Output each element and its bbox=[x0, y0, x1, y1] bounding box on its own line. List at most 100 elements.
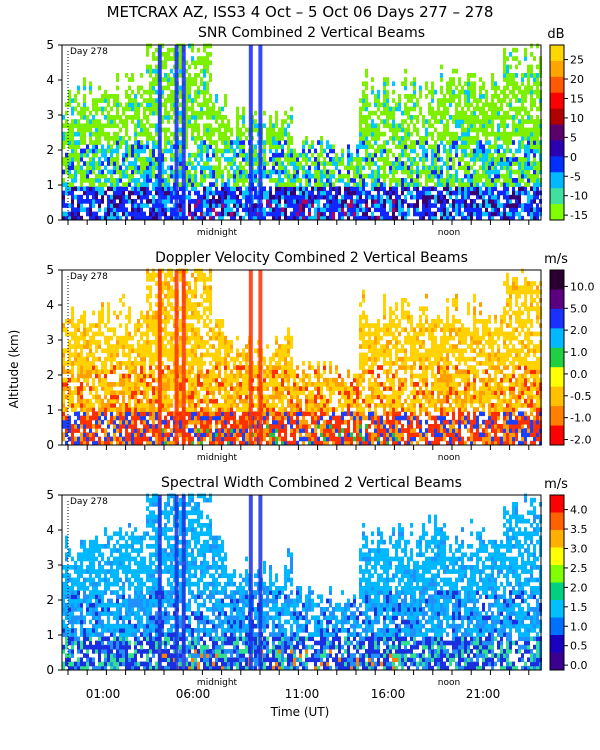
heatmap-cell bbox=[197, 382, 200, 387]
heatmap-cell bbox=[347, 144, 350, 150]
heatmap-cell bbox=[206, 207, 209, 213]
heatmap-cell bbox=[107, 144, 110, 150]
heatmap-cell bbox=[65, 119, 68, 124]
heatmap-cell bbox=[305, 161, 308, 166]
heatmap-cell bbox=[167, 136, 170, 141]
heatmap-cell bbox=[365, 136, 368, 141]
heatmap-cell bbox=[374, 102, 377, 108]
heatmap-cell bbox=[500, 119, 503, 124]
heatmap-cell bbox=[92, 352, 95, 358]
heatmap-cell bbox=[230, 148, 233, 154]
heatmap-cell bbox=[149, 407, 152, 412]
heatmap-cell bbox=[221, 123, 224, 129]
heatmap-cell bbox=[119, 199, 122, 204]
heatmap-cell bbox=[101, 369, 104, 375]
heatmap-cell bbox=[68, 348, 71, 354]
heatmap-cell bbox=[323, 169, 326, 175]
heatmap-cell bbox=[149, 110, 152, 116]
heatmap-cell bbox=[317, 182, 320, 187]
heatmap-cell bbox=[254, 169, 257, 175]
heatmap-cell bbox=[383, 190, 386, 196]
heatmap-cell bbox=[62, 386, 65, 391]
heatmap-cell bbox=[371, 178, 374, 183]
heatmap-cell bbox=[68, 161, 71, 166]
heatmap-cell bbox=[491, 161, 494, 166]
heatmap-cell bbox=[380, 148, 383, 154]
heatmap-cell bbox=[242, 157, 245, 162]
heatmap-cell bbox=[506, 140, 509, 145]
heatmap-cell bbox=[290, 148, 293, 154]
heatmap-cell bbox=[527, 110, 530, 116]
heatmap-cell bbox=[146, 186, 149, 192]
heatmap-cell bbox=[338, 186, 341, 192]
heatmap-cell bbox=[485, 94, 488, 99]
heatmap-cell bbox=[188, 390, 191, 396]
heatmap-cell bbox=[137, 323, 140, 328]
heatmap-cell bbox=[380, 165, 383, 171]
heatmap-cell bbox=[83, 369, 86, 375]
heatmap-cell bbox=[452, 178, 455, 183]
heatmap-cell bbox=[197, 335, 200, 341]
heatmap-cell bbox=[368, 131, 371, 137]
heatmap-cell bbox=[155, 323, 158, 328]
heatmap-cell bbox=[416, 207, 419, 213]
heatmap-cell bbox=[200, 411, 203, 417]
heatmap-cell bbox=[494, 136, 497, 141]
heatmap-cell bbox=[302, 186, 305, 192]
heatmap-cell bbox=[143, 348, 146, 354]
heatmap-cell bbox=[377, 194, 380, 200]
heatmap-cell bbox=[503, 161, 506, 166]
heatmap-cell bbox=[518, 173, 521, 179]
heatmap-cell bbox=[173, 157, 176, 162]
heatmap-cell bbox=[347, 165, 350, 171]
heatmap-cell bbox=[173, 319, 176, 324]
heatmap-cell bbox=[491, 203, 494, 208]
heatmap-cell bbox=[491, 115, 494, 120]
heatmap-cell bbox=[287, 148, 290, 154]
heatmap-cell bbox=[317, 173, 320, 179]
heatmap-cell bbox=[320, 194, 323, 200]
heatmap-cell bbox=[404, 182, 407, 187]
heatmap-cell bbox=[170, 373, 173, 379]
heatmap-cell bbox=[194, 340, 197, 345]
heatmap-cell bbox=[191, 302, 194, 307]
heatmap-cell bbox=[425, 94, 428, 99]
heatmap-cell bbox=[461, 89, 464, 95]
heatmap-cell bbox=[416, 173, 419, 179]
heatmap-cell bbox=[203, 398, 206, 404]
heatmap-cell bbox=[374, 194, 377, 200]
heatmap-cell bbox=[404, 140, 407, 145]
heatmap-cell bbox=[164, 131, 167, 137]
heatmap-cell bbox=[200, 68, 203, 74]
heatmap-cell bbox=[146, 169, 149, 175]
heatmap-cell bbox=[170, 285, 173, 291]
heatmap-cell bbox=[206, 377, 209, 383]
heatmap-cell bbox=[152, 277, 155, 282]
heatmap-cell bbox=[428, 186, 431, 192]
heatmap-cell bbox=[134, 386, 137, 391]
heatmap-cell bbox=[134, 127, 137, 133]
heatmap-cell bbox=[446, 186, 449, 192]
heatmap-cell bbox=[185, 77, 188, 82]
heatmap-cell bbox=[167, 47, 170, 53]
heatmap-cell bbox=[170, 207, 173, 213]
heatmap-cell bbox=[161, 281, 164, 286]
heatmap-cell bbox=[338, 178, 341, 183]
heatmap-cell bbox=[305, 194, 308, 200]
heatmap-cell bbox=[62, 115, 65, 120]
day-label: Day 278 bbox=[70, 47, 108, 57]
heatmap-cell bbox=[125, 127, 128, 133]
heatmap-cell bbox=[65, 419, 68, 425]
heatmap-cell bbox=[128, 102, 131, 108]
heatmap-cell bbox=[68, 398, 71, 404]
heatmap-cell bbox=[410, 178, 413, 183]
heatmap-cell bbox=[173, 415, 176, 421]
heatmap-cell bbox=[149, 293, 152, 299]
heatmap-cell bbox=[113, 140, 116, 145]
heatmap-cell bbox=[203, 73, 206, 78]
heatmap-cell bbox=[365, 94, 368, 99]
heatmap-cell bbox=[185, 169, 188, 175]
heatmap-cell bbox=[104, 335, 107, 341]
heatmap-cell bbox=[167, 424, 170, 429]
heatmap-cell bbox=[452, 98, 455, 103]
